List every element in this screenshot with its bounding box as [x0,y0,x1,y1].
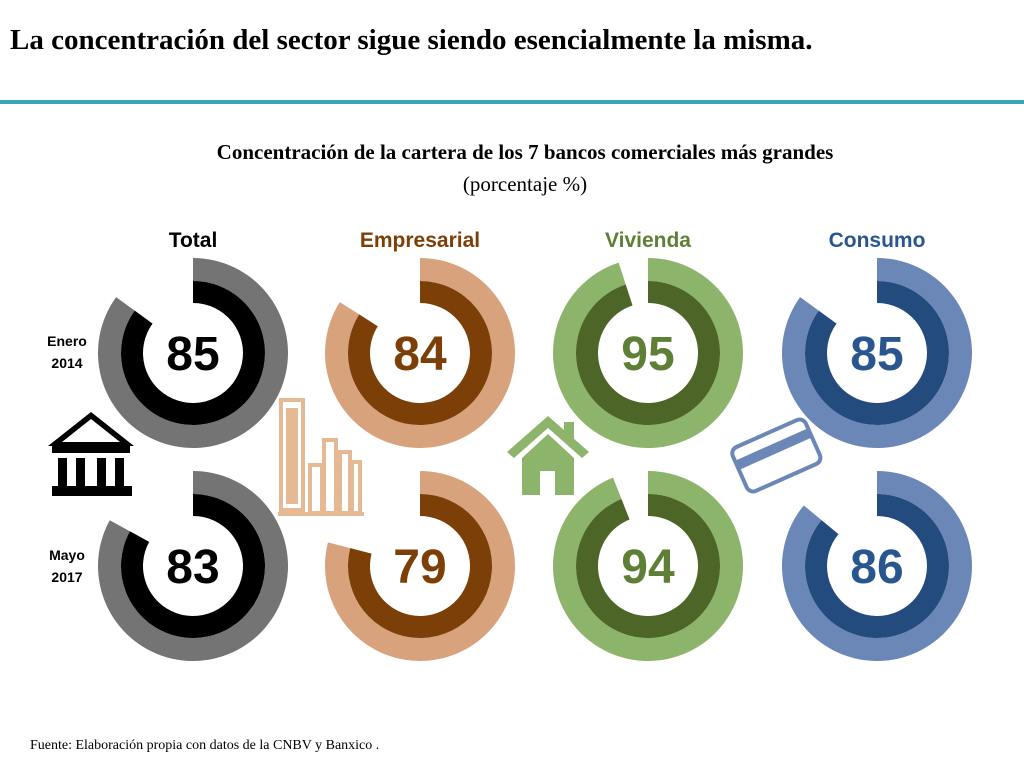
row-label-0-1: 2014 [51,355,82,371]
donut-inner-ring-consumo-0 [804,281,949,426]
donut-inner-ring-total-1 [121,494,266,638]
buildings-icon [278,398,364,516]
title-divider [0,100,1024,104]
donut-value-total-0: 85 [166,328,219,381]
chart-title: Concentración de la cartera de los 7 ban… [216,140,834,164]
donut-inner-ring-empresarial-1 [347,494,492,638]
donut-value-empresarial-0: 84 [393,328,447,381]
donut-value-vivienda-0: 95 [621,328,674,381]
donut-inner-ring-vivienda-0 [575,281,720,426]
category-label-total: Total [169,229,218,252]
slide-title: La concentración del sector sigue siendo… [10,24,813,56]
donut-value-total-1: 83 [166,541,219,594]
row-label-1-1: 2017 [51,569,82,585]
house-icon [507,416,589,495]
category-label-consumo: Consumo [829,229,926,252]
chart-subtitle: (porcentaje %) [462,172,588,196]
category-label-empresarial: Empresarial [360,229,480,252]
donut-value-consumo-0: 85 [850,328,903,381]
donut-inner-ring-vivienda-1 [576,494,721,638]
donut-inner-ring-consumo-1 [805,494,950,639]
row-label-1-0: Mayo [49,547,85,563]
donut-value-empresarial-1: 79 [393,541,446,594]
donut-inner-ring-empresarial-0 [348,281,493,426]
credit-card-icon [730,417,823,494]
bank-icon [48,412,134,496]
donut-inner-ring-total-0 [120,281,265,426]
row-label-0-0: Enero [47,333,87,349]
category-label-vivienda: Vivienda [605,229,691,252]
source-note: Fuente: Elaboración propia con datos de … [30,738,380,753]
donut-value-consumo-1: 86 [850,541,903,594]
donut-value-vivienda-1: 94 [621,541,675,594]
